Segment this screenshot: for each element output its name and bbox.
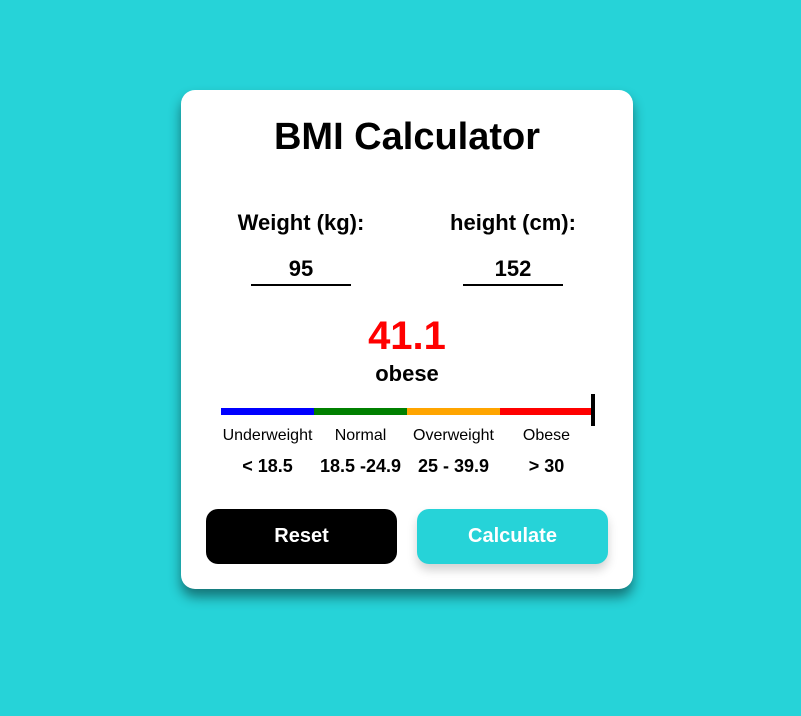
- scale-label-underweight: Underweight: [222, 427, 313, 444]
- scale-label-overweight: Overweight: [413, 427, 494, 444]
- scale-segment-overweight: [407, 408, 500, 415]
- height-label: height (cm):: [450, 210, 576, 235]
- reset-button[interactable]: Reset: [206, 509, 397, 564]
- scale-label-normal: Normal: [334, 427, 387, 444]
- scale-range-obese: > 30: [528, 456, 565, 476]
- calculate-button[interactable]: Calculate: [417, 509, 608, 564]
- scale-range-overweight: 25 - 39.9: [417, 456, 490, 476]
- page-title: BMI Calculator: [273, 116, 541, 158]
- scale-labels: Underweight Normal Overweight Obese: [221, 427, 593, 445]
- weight-field: Weight (kg):: [221, 210, 381, 286]
- scale-label-obese: Obese: [522, 427, 571, 444]
- scale-segment-obese: [500, 408, 593, 415]
- scale-segment-underweight: [221, 408, 314, 415]
- scale-ranges: < 18.5 18.5 -24.9 25 - 39.9 > 30: [221, 456, 593, 477]
- bmi-scale-bar: [221, 408, 593, 415]
- height-field: height (cm):: [433, 210, 593, 286]
- bmi-card: BMI Calculator Weight (kg): height (cm):…: [181, 90, 633, 589]
- bmi-result-value: 41.1: [368, 314, 446, 358]
- weight-label: Weight (kg):: [237, 210, 365, 235]
- scale-range-normal: 18.5 -24.9: [319, 456, 402, 476]
- scale-segment-normal: [314, 408, 407, 415]
- height-input[interactable]: [463, 254, 563, 286]
- bmi-scale-marker: [591, 394, 595, 426]
- weight-input[interactable]: [251, 254, 351, 286]
- scale-range-underweight: < 18.5: [242, 456, 293, 476]
- bmi-result-category: obese: [375, 361, 439, 386]
